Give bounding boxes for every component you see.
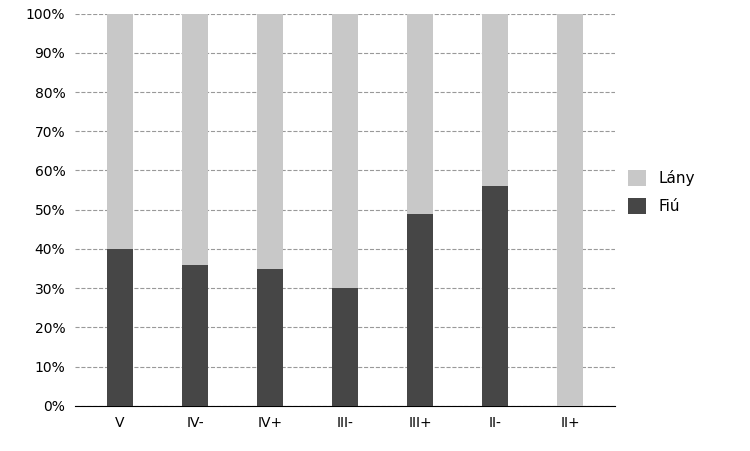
Legend: Lány, Fiú: Lány, Fiú [628, 170, 695, 215]
Bar [182, 265, 208, 406]
Bar [256, 14, 284, 269]
Bar [332, 14, 358, 288]
Bar [406, 14, 433, 214]
Bar [556, 14, 584, 406]
Bar [182, 14, 208, 265]
Bar [256, 269, 284, 406]
Bar [106, 249, 134, 406]
Bar [482, 186, 508, 406]
Bar [332, 288, 358, 406]
Bar [482, 14, 508, 186]
Bar [406, 214, 433, 406]
Bar [106, 14, 134, 249]
